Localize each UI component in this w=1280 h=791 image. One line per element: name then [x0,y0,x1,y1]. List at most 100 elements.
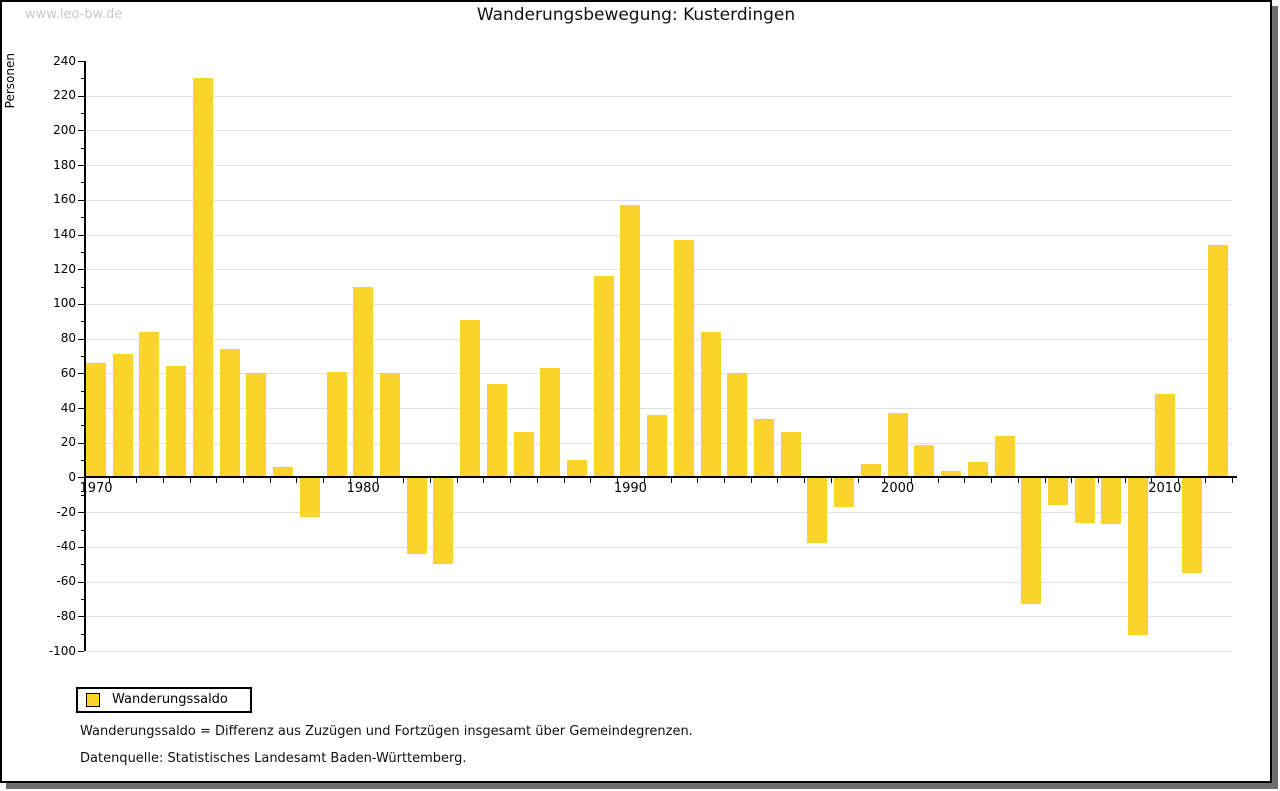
x-axis-tick [937,478,939,484]
x-axis-tick [830,478,832,484]
bar-1975 [219,349,240,478]
y-axis-tick [81,287,84,288]
x-axis-tick [536,478,538,484]
x-axis-tick [1017,478,1019,484]
bar-1972 [139,331,160,478]
y-axis-tick [81,182,84,183]
bar-2012 [1208,244,1229,478]
bar-1974 [192,78,213,478]
y-axis-tick [78,235,84,236]
y-axis-tick [78,547,84,548]
footnote-definition: Wanderungssaldo = Differenz aus Zuzügen … [80,724,693,739]
y-axis-tick [81,564,84,565]
x-axis-line [84,476,1237,478]
x-axis-tick [617,478,618,484]
y-axis-tick [78,408,84,409]
legend: Wanderungssaldo [76,687,252,713]
bar-1978 [299,477,320,518]
bar-2011 [1181,477,1202,573]
x-axis-label: 1980 [346,481,380,497]
x-axis-tick [777,478,779,484]
y-axis-tick [81,599,84,600]
bar-1997 [807,477,828,544]
gridline [86,130,1232,131]
bar-2008 [1101,477,1122,525]
gridline [86,269,1232,270]
y-axis-tick [78,304,84,305]
y-axis-tick [78,339,84,340]
bar-1985 [486,383,507,478]
x-axis-label: 1970 [79,481,113,497]
gridline [86,616,1232,617]
y-axis-tick [78,477,84,478]
y-axis-tick [78,512,84,513]
legend-swatch [86,693,100,707]
y-axis-tick [78,582,84,583]
y-axis-tick [81,495,84,496]
y-axis-tick [78,61,84,62]
bar-1989 [593,276,614,478]
y-axis-label: 120 [53,261,76,276]
y-axis-tick [81,391,84,392]
gridline [86,200,1232,201]
gridline [86,96,1232,97]
y-axis-tick [78,269,84,270]
x-axis-tick [1178,478,1180,484]
y-axis-tick [78,96,84,97]
gridline [86,339,1232,340]
x-axis-label: 1990 [613,481,647,497]
x-axis-tick [1124,478,1126,484]
bar-1998 [834,477,855,507]
y-axis-label: 100 [53,296,76,311]
x-axis-tick [510,478,512,484]
y-axis-label: -100 [48,643,76,658]
x-axis-tick [884,478,886,484]
y-axis-label: 160 [53,192,76,207]
gridline [86,512,1232,513]
bar-1980 [353,286,374,478]
x-axis-tick [243,478,244,484]
x-axis-tick [456,478,458,484]
x-axis-tick [670,478,672,484]
x-axis-tick [1204,478,1206,484]
bar-2009 [1128,477,1149,636]
plot-area: -100 -80 -60 -40 -20 0 20 40 60 80 100 120 140 160 180… [2,2,1270,781]
bar-2002 [941,470,961,478]
x-axis-tick [1044,478,1046,484]
x-axis-tick [964,478,966,484]
bar-2004 [994,435,1015,478]
bar-1991 [647,415,668,478]
gridline [86,582,1232,583]
y-axis-label: 80 [60,331,76,346]
y-axis-tick [81,460,84,461]
y-axis-label: -40 [56,539,76,554]
bar-1992 [673,239,694,478]
bar-1990 [620,205,641,478]
y-axis-tick [78,443,84,444]
bar-1995 [754,418,774,478]
y-axis-tick [81,321,84,322]
gridline [86,165,1232,166]
y-axis-label: 0 [68,470,76,484]
bar-2000 [887,413,908,478]
watermark: www.leo-bw.de [25,7,123,22]
x-axis-tick [349,478,351,484]
x-axis-tick [430,478,431,484]
y-axis-tick [78,651,84,652]
bar-2007 [1074,477,1095,523]
bar-1982 [406,477,427,554]
y-axis-label: -20 [56,504,76,519]
y-axis-label: -80 [56,608,76,623]
bar-1983 [433,477,454,565]
x-axis-tick [296,478,298,484]
bar-1984 [460,319,481,478]
y-axis-label: 140 [53,227,76,241]
x-axis-tick [136,478,138,484]
y-axis-label: 180 [53,157,76,172]
x-axis-tick [483,478,485,484]
bar-2005 [1021,477,1042,605]
x-axis-tick [563,478,565,484]
x-axis-tick [991,478,993,484]
gridline [86,373,1232,374]
x-axis-label: 2000 [881,481,915,497]
